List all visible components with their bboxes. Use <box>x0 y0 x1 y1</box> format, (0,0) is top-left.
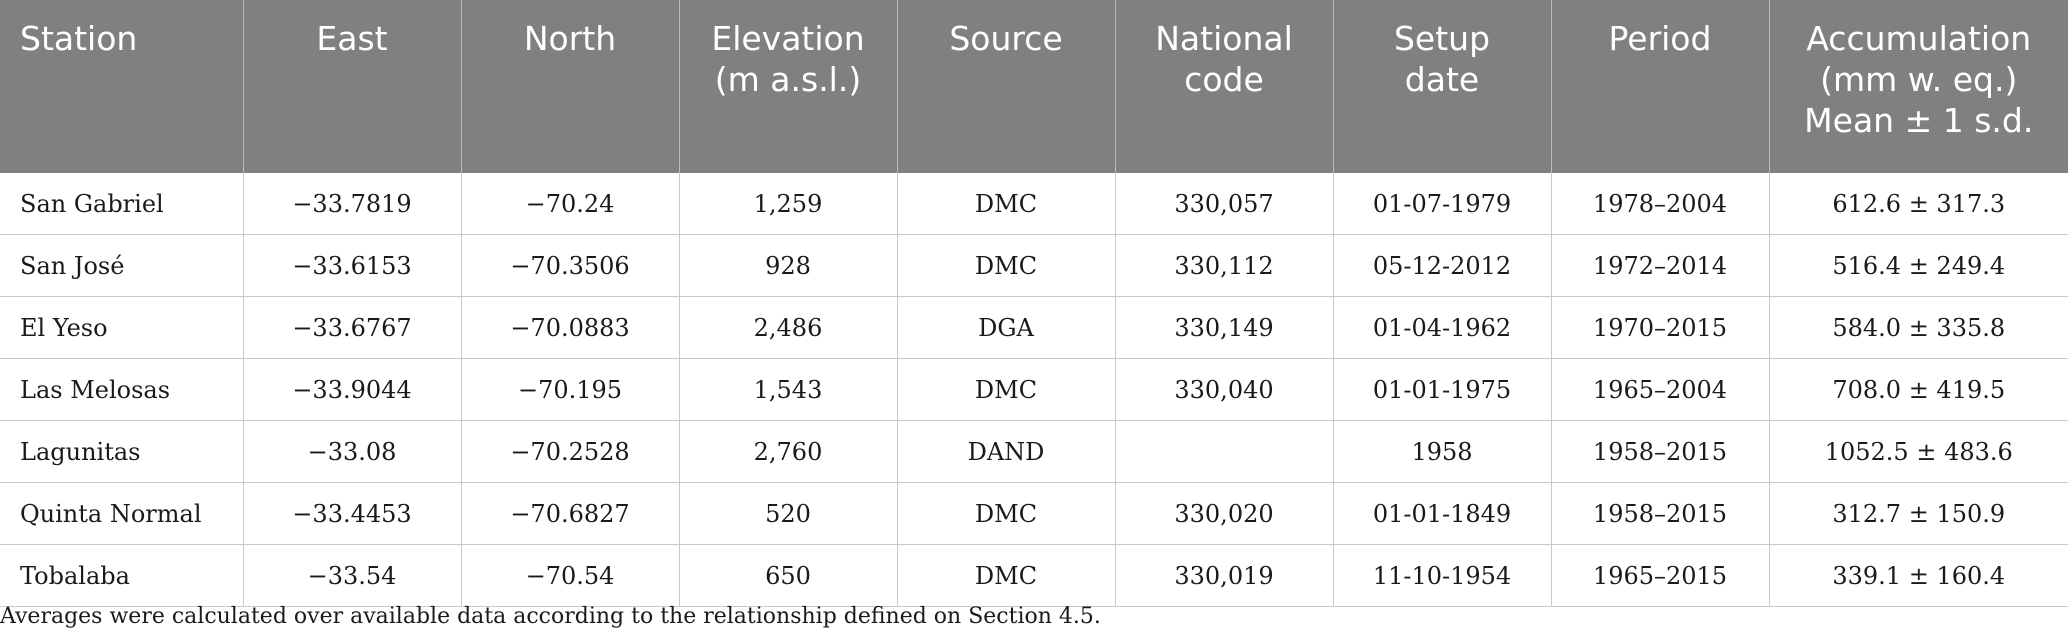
cell-setup-date: 1958 <box>1332 420 1551 483</box>
cell-station: El Yeso <box>0 296 243 359</box>
cell-accumulation: 708.0 ± 419.5 <box>1768 358 2068 421</box>
header-setup-date: Setup date <box>1332 0 1551 173</box>
cell-north: −70.195 <box>460 358 679 421</box>
table-row: Quinta Normal −33.4453 −70.6827 520 DMC … <box>0 482 2068 545</box>
cell-elevation: 2,486 <box>678 296 897 359</box>
cell-setup-date: 01-04-1962 <box>1332 296 1551 359</box>
cell-east: −33.9044 <box>242 358 461 421</box>
header-national-code: National code <box>1114 0 1333 173</box>
cell-period: 1972–2014 <box>1550 234 1769 297</box>
cell-north: −70.3506 <box>460 234 679 297</box>
header-accumulation: Accumulation (mm w. eq.) Mean ± 1 s.d. <box>1768 0 2068 173</box>
cell-period: 1958–2015 <box>1550 420 1769 483</box>
table-row: Lagunitas −33.08 −70.2528 2,760 DAND 195… <box>0 420 2068 483</box>
table-body: San Gabriel −33.7819 −70.24 1,259 DMC 33… <box>0 173 2068 607</box>
cell-station: Quinta Normal <box>0 482 243 545</box>
cell-national-code: 330,112 <box>1114 234 1333 297</box>
cell-accumulation: 516.4 ± 249.4 <box>1768 234 2068 297</box>
cell-national-code: 330,149 <box>1114 296 1333 359</box>
header-station: Station <box>0 0 243 173</box>
cell-east: −33.08 <box>242 420 461 483</box>
cell-accumulation: 1052.5 ± 483.6 <box>1768 420 2068 483</box>
cell-accumulation: 312.7 ± 150.9 <box>1768 482 2068 545</box>
cell-north: −70.6827 <box>460 482 679 545</box>
header-period: Period <box>1550 0 1769 173</box>
station-table: Station East North Elevation (m a.s.l.) … <box>0 0 2068 607</box>
cell-elevation: 928 <box>678 234 897 297</box>
cell-station: Las Melosas <box>0 358 243 421</box>
cell-national-code: 330,019 <box>1114 544 1333 607</box>
cell-north: −70.2528 <box>460 420 679 483</box>
cell-national-code: 330,020 <box>1114 482 1333 545</box>
cell-east: −33.6767 <box>242 296 461 359</box>
cell-station: Tobalaba <box>0 544 243 607</box>
table-header: Station East North Elevation (m a.s.l.) … <box>0 0 2068 173</box>
header-east: East <box>242 0 461 173</box>
table-row: El Yeso −33.6767 −70.0883 2,486 DGA 330,… <box>0 296 2068 359</box>
cell-period: 1978–2004 <box>1550 173 1769 235</box>
cell-source: DMC <box>896 544 1115 607</box>
cell-north: −70.24 <box>460 173 679 235</box>
header-source: Source <box>896 0 1115 173</box>
table-row: San José −33.6153 −70.3506 928 DMC 330,1… <box>0 234 2068 297</box>
header-elevation: Elevation (m a.s.l.) <box>678 0 897 173</box>
cell-east: −33.7819 <box>242 173 461 235</box>
cell-source: DMC <box>896 173 1115 235</box>
cell-east: −33.4453 <box>242 482 461 545</box>
cell-elevation: 2,760 <box>678 420 897 483</box>
cell-elevation: 1,259 <box>678 173 897 235</box>
cell-source: DMC <box>896 234 1115 297</box>
cell-source: DAND <box>896 420 1115 483</box>
cell-national-code <box>1114 420 1333 483</box>
cell-elevation: 1,543 <box>678 358 897 421</box>
table-row: Tobalaba −33.54 −70.54 650 DMC 330,019 1… <box>0 544 2068 607</box>
table-row: San Gabriel −33.7819 −70.24 1,259 DMC 33… <box>0 173 2068 235</box>
cell-setup-date: 01-01-1849 <box>1332 482 1551 545</box>
cell-source: DGA <box>896 296 1115 359</box>
cell-elevation: 520 <box>678 482 897 545</box>
cell-national-code: 330,040 <box>1114 358 1333 421</box>
cell-accumulation: 584.0 ± 335.8 <box>1768 296 2068 359</box>
cell-period: 1965–2004 <box>1550 358 1769 421</box>
cell-setup-date: 11-10-1954 <box>1332 544 1551 607</box>
cell-north: −70.0883 <box>460 296 679 359</box>
cell-setup-date: 01-01-1975 <box>1332 358 1551 421</box>
cell-period: 1958–2015 <box>1550 482 1769 545</box>
cell-setup-date: 05-12-2012 <box>1332 234 1551 297</box>
table-footnote: Averages were calculated over available … <box>0 604 1101 629</box>
cell-elevation: 650 <box>678 544 897 607</box>
data-table-container: Station East North Elevation (m a.s.l.) … <box>0 0 2068 607</box>
cell-accumulation: 339.1 ± 160.4 <box>1768 544 2068 607</box>
cell-station: Lagunitas <box>0 420 243 483</box>
cell-station: San José <box>0 234 243 297</box>
cell-period: 1965–2015 <box>1550 544 1769 607</box>
cell-accumulation: 612.6 ± 317.3 <box>1768 173 2068 235</box>
cell-setup-date: 01-07-1979 <box>1332 173 1551 235</box>
cell-north: −70.54 <box>460 544 679 607</box>
cell-period: 1970–2015 <box>1550 296 1769 359</box>
cell-east: −33.54 <box>242 544 461 607</box>
cell-station: San Gabriel <box>0 173 243 235</box>
cell-source: DMC <box>896 482 1115 545</box>
header-north: North <box>460 0 679 173</box>
table-row: Las Melosas −33.9044 −70.195 1,543 DMC 3… <box>0 358 2068 421</box>
header-row: Station East North Elevation (m a.s.l.) … <box>0 0 2068 173</box>
cell-source: DMC <box>896 358 1115 421</box>
cell-east: −33.6153 <box>242 234 461 297</box>
cell-national-code: 330,057 <box>1114 173 1333 235</box>
